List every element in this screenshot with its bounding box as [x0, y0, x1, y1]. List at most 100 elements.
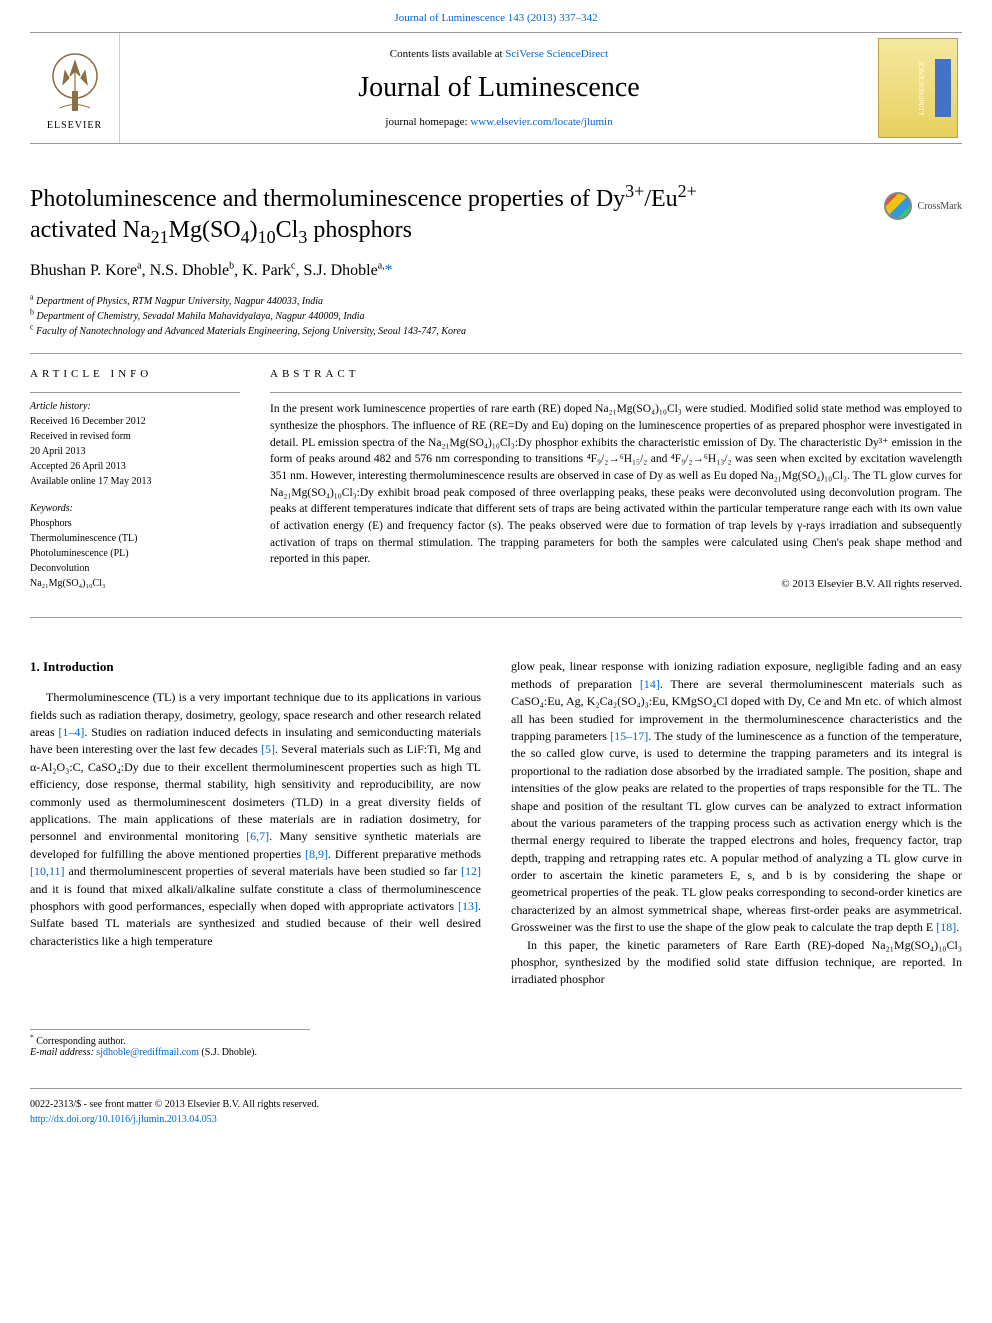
title-sup-1: 3+ [625, 181, 644, 201]
body-columns: 1. Introduction Thermoluminescence (TL) … [30, 658, 962, 988]
abstract-heading: abstract [270, 368, 962, 380]
ref-15-17[interactable]: [15–17] [610, 729, 648, 743]
article-info-heading: article info [30, 368, 240, 380]
cover-spine-text: LUMINESCENCE [918, 61, 926, 115]
corresponding-mark-link[interactable]: * [385, 262, 393, 279]
elsevier-tree-icon [45, 46, 105, 116]
author-4-aff: a, [378, 261, 385, 272]
doi-prefix[interactable]: http://dx.doi.org/ [30, 1114, 98, 1125]
title-part-2: activated Na [30, 217, 151, 243]
section-title: Introduction [40, 659, 114, 674]
aff-b-text: Department of Chemistry, Sevadal Mahila … [34, 311, 365, 322]
contents-prefix: Contents lists available at [390, 48, 505, 60]
affiliation-b: b Department of Chemistry, Sevadal Mahil… [30, 309, 962, 324]
doi-line: http://dx.doi.org/10.1016/j.jlumin.2013.… [30, 1112, 962, 1127]
author-3-aff: c [291, 261, 295, 272]
page-footer: 0022-2313/$ - see front matter © 2013 El… [30, 1088, 962, 1127]
affiliation-a: a Department of Physics, RTM Nagpur Univ… [30, 294, 962, 309]
body-paragraph-1: Thermoluminescence (TL) is a very import… [30, 689, 481, 950]
corresponding-line-1: * Corresponding author. [30, 1036, 310, 1047]
title-sub-2: 4 [241, 227, 250, 247]
corresponding-label: Corresponding author. [34, 1036, 126, 1047]
title-mid-3: ) [250, 217, 258, 243]
title-part-1: Photoluminescence and thermoluminescence… [30, 186, 625, 212]
keywords-section: Keywords: Phosphors Thermoluminescence (… [30, 501, 240, 591]
p1-e: . Different preparative methods [328, 847, 481, 861]
aff-c-text: Faculty of Nanotechnology and Advanced M… [34, 326, 466, 337]
title-sub-4: 3 [298, 227, 307, 247]
abstract-column: abstract In the present work luminescenc… [270, 368, 962, 603]
p2-c: . The study of the luminescence as a fun… [511, 729, 962, 934]
journal-cover-thumbnail[interactable]: LUMINESCENCE [878, 38, 958, 138]
corresponding-email-line: E-mail address: sjdhoble@rediffmail.com … [30, 1047, 310, 1058]
corresponding-author-note: * Corresponding author. E-mail address: … [30, 1029, 310, 1058]
crossmark-label: CrossMark [918, 201, 962, 212]
abstract-text: In the present work luminescence propert… [270, 392, 962, 568]
author-list: Bhushan P. Korea, N.S. Dhobleb, K. Parkc… [30, 262, 962, 280]
title-block: Photoluminescence and thermoluminescence… [30, 184, 884, 262]
article-content: Photoluminescence and thermoluminescence… [0, 144, 992, 1009]
p1-f: and thermoluminescent properties of seve… [65, 864, 461, 878]
section-heading: 1. Introduction [30, 658, 481, 677]
body-column-left: 1. Introduction Thermoluminescence (TL) … [30, 658, 481, 988]
p1-g: and it is found that mixed alkali/alkali… [30, 882, 481, 913]
title-sub-3: 10 [258, 227, 276, 247]
divider-2 [30, 617, 962, 618]
title-suffix: phosphors [307, 217, 412, 243]
ref-1-4[interactable]: [1–4] [58, 725, 84, 739]
title-mid-4: Cl [276, 217, 299, 243]
homepage-line: journal homepage: www.elsevier.com/locat… [140, 116, 858, 128]
journal-header: ELSEVIER Contents lists available at Sci… [30, 32, 962, 144]
issn-line: 0022-2313/$ - see front matter © 2013 El… [30, 1097, 962, 1112]
author-3: K. Park [242, 262, 291, 279]
divider [30, 353, 962, 354]
ref-13[interactable]: [13] [458, 899, 478, 913]
issue-citation: Journal of Luminescence 143 (2013) 337–3… [0, 0, 992, 32]
p2-d: . [956, 920, 959, 934]
article-history: Article history: Received 16 December 20… [30, 392, 240, 489]
crossmark-badge[interactable]: CrossMark [884, 192, 962, 220]
journal-name: Journal of Luminescence [140, 72, 858, 104]
article-info-column: article info Article history: Received 1… [30, 368, 240, 603]
body-paragraph-2: glow peak, linear response with ionizing… [511, 658, 962, 936]
author-1-aff: a [137, 261, 141, 272]
history-text: Received 16 December 2012 Received in re… [30, 414, 240, 489]
homepage-link[interactable]: www.elsevier.com/locate/jlumin [470, 116, 612, 128]
crossmark-icon [884, 192, 912, 220]
author-2-aff: b [229, 261, 234, 272]
author-1: Bhushan P. Kore [30, 262, 137, 279]
ref-8-9[interactable]: [8,9] [305, 847, 328, 861]
ref-18[interactable]: [18] [936, 920, 956, 934]
ref-12[interactable]: [12] [461, 864, 481, 878]
title-row: Photoluminescence and thermoluminescence… [30, 184, 962, 262]
header-center: Contents lists available at SciVerse Sci… [120, 38, 878, 138]
article-title: Photoluminescence and thermoluminescence… [30, 184, 884, 246]
doi-link[interactable]: 10.1016/j.jlumin.2013.04.053 [98, 1114, 217, 1125]
section-number: 1. [30, 659, 40, 674]
ref-6-7[interactable]: [6,7] [246, 829, 269, 843]
keywords-label: Keywords: [30, 501, 240, 516]
title-sup-2: 2+ [678, 181, 697, 201]
info-abstract-row: article info Article history: Received 1… [30, 368, 962, 603]
contents-line: Contents lists available at SciVerse Sci… [140, 48, 858, 60]
publisher-logo[interactable]: ELSEVIER [30, 33, 120, 143]
email-suffix: (S.J. Dhoble). [199, 1047, 257, 1058]
email-link[interactable]: sjdhoble@rediffmail.com [96, 1047, 199, 1058]
sciencedirect-link[interactable]: SciVerse ScienceDirect [505, 48, 608, 60]
ref-5[interactable]: [5] [261, 742, 275, 756]
issue-citation-link[interactable]: Journal of Luminescence 143 (2013) 337–3… [394, 12, 597, 24]
title-sub-1: 21 [151, 227, 169, 247]
abstract-copyright: © 2013 Elsevier B.V. All rights reserved… [270, 578, 962, 590]
homepage-prefix: journal homepage: [385, 116, 470, 128]
history-label: Article history: [30, 399, 240, 414]
aff-a-text: Department of Physics, RTM Nagpur Univer… [34, 296, 323, 307]
ref-10-11[interactable]: [10,11] [30, 864, 65, 878]
affiliations: a Department of Physics, RTM Nagpur Univ… [30, 294, 962, 339]
title-mid-1: /Eu [644, 186, 677, 212]
author-4: S.J. Dhoble [303, 262, 377, 279]
email-label: E-mail address: [30, 1047, 96, 1058]
body-paragraph-3: In this paper, the kinetic parameters of… [511, 937, 962, 989]
ref-14[interactable]: [14] [640, 677, 660, 691]
affiliation-c: c Faculty of Nanotechnology and Advanced… [30, 324, 962, 339]
publisher-name: ELSEVIER [47, 120, 102, 131]
